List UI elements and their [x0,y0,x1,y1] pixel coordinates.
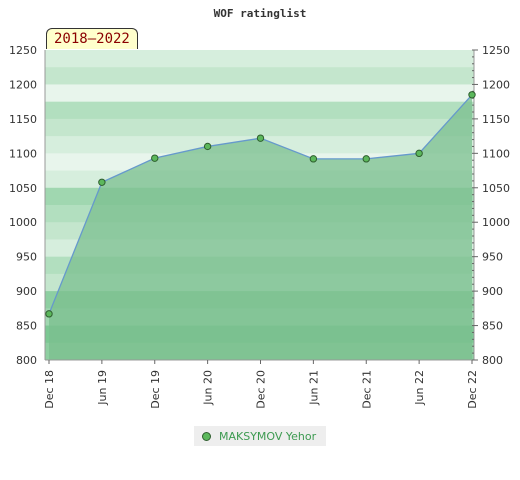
y-tick-label-right: 850 [482,320,503,333]
y-tick-label-left: 1050 [9,182,37,195]
y-tick-label-left: 1150 [9,113,37,126]
x-tick-label: Dec 18 [43,370,56,409]
x-tick-label: Dec 19 [149,370,162,409]
y-tick-label-left: 1100 [9,147,37,160]
y-tick-label-right: 1150 [482,113,510,126]
background-band [45,118,474,137]
x-tick-label: Jun 21 [307,370,320,406]
x-tick-label: Dec 20 [255,370,268,409]
background-band [45,67,474,85]
period-badge: 2018—2022 [46,28,138,49]
y-tick-label-right: 800 [482,354,503,367]
y-tick-label-right: 900 [482,285,503,298]
y-tick-label-left: 1000 [9,216,37,229]
y-tick-label-right: 1100 [482,147,510,160]
legend-label: MAKSYMOV Yehor [219,429,317,443]
y-tick-label-left: 800 [16,354,37,367]
background-band [45,50,474,68]
y-tick-label-right: 1000 [482,216,510,229]
legend[interactable]: MAKSYMOV Yehor [194,426,326,446]
background-band [45,101,474,120]
background-band [45,84,474,103]
data-point[interactable] [45,310,53,318]
data-point[interactable] [309,155,318,163]
y-tick-label-right: 1200 [482,78,510,91]
data-point[interactable] [151,154,159,162]
y-tick-label-left: 1200 [9,78,37,91]
data-point[interactable] [468,91,476,99]
y-tick-label-left: 950 [16,251,37,264]
axes: 800 800 850 850 900 900 950 950 1000 1000 1050 1050… [9,44,510,409]
data-point[interactable] [98,178,106,186]
x-tick-label: Jun 20 [202,370,215,406]
y-tick-label-right: 1250 [482,44,510,57]
y-tick-label-left: 900 [16,285,37,298]
data-point[interactable] [203,142,212,151]
legend-marker-icon [202,431,211,441]
y-tick-label-left: 1250 [9,44,37,57]
x-tick-label: Dec 22 [466,370,479,409]
y-tick-label-left: 850 [16,320,37,333]
chart-title: WOF ratinglist [214,7,307,20]
x-tick-label: Jun 22 [413,370,426,406]
x-tick-label: Dec 21 [360,370,373,409]
y-tick-label-right: 950 [482,251,503,264]
data-point[interactable] [415,149,423,158]
y-tick-label-right: 1050 [482,182,510,195]
data-point[interactable] [256,134,265,142]
data-point[interactable] [362,155,370,163]
points-layer [45,91,476,318]
x-tick-label: Jun 19 [96,370,109,406]
